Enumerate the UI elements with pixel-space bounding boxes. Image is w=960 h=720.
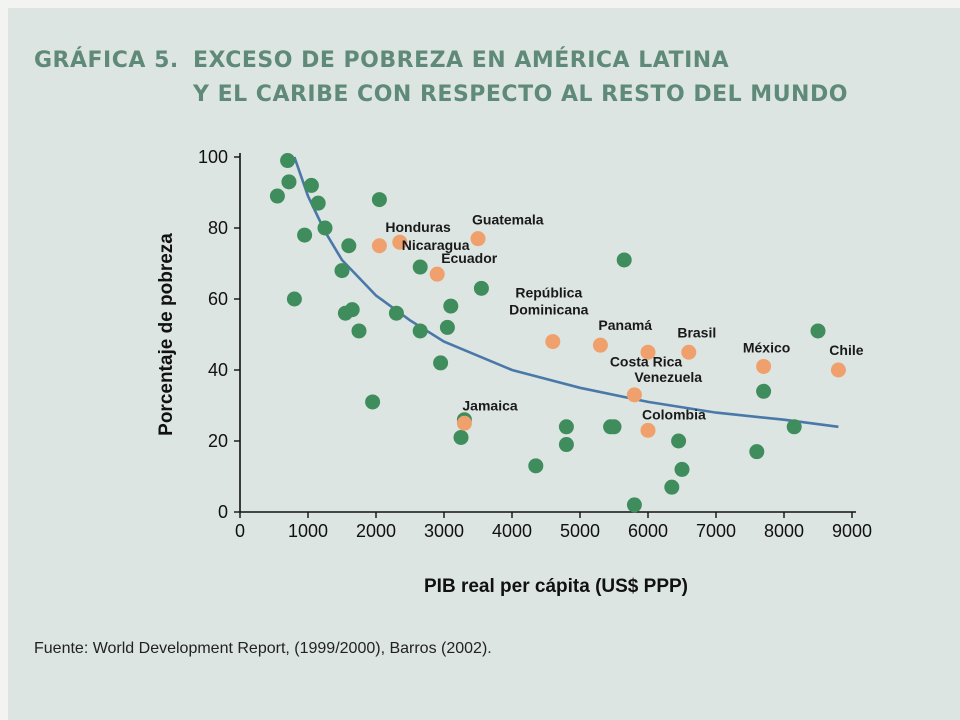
source-note: Fuente: World Development Report, (1999/…: [34, 640, 492, 657]
world-country-point: [412, 323, 428, 339]
x-tick-label: 1000: [288, 521, 328, 541]
y-axis-title: Porcentaje de pobreza: [156, 233, 177, 436]
world-country-point: [297, 227, 313, 243]
world-country-point: [388, 305, 404, 321]
figure-title-line-2: Y EL CARIBE CON RESPECTO AL RESTO DEL MU…: [193, 82, 848, 107]
latam-country-point: [392, 234, 408, 250]
world-country-point: [626, 497, 642, 513]
country-label: Brasil: [677, 324, 716, 340]
world-country-point: [558, 437, 574, 453]
world-country-point: [439, 319, 455, 335]
country-label: Dominicana: [509, 302, 589, 318]
latam-country-point: [756, 358, 772, 374]
x-tick-label: 5000: [560, 521, 600, 541]
world-country-point: [281, 174, 297, 190]
latam-country-point: [592, 337, 608, 353]
world-country-point: [606, 419, 622, 435]
x-tick-label: 2000: [356, 521, 396, 541]
world-country-point: [371, 192, 387, 208]
country-label: Costa Rica: [610, 353, 683, 369]
country-label: Honduras: [385, 219, 451, 235]
world-country-point: [344, 302, 360, 318]
world-country-point: [341, 238, 357, 254]
latam-country-point: [371, 238, 387, 254]
x-tick-label: 3000: [424, 521, 464, 541]
world-country-point: [528, 458, 544, 474]
world-country-point: [365, 394, 381, 410]
world-country-point: [412, 259, 428, 275]
country-label: República: [515, 285, 582, 301]
y-tick-label: 100: [198, 147, 228, 167]
world-country-point: [453, 429, 469, 445]
x-tick-label: 9000: [832, 521, 872, 541]
y-tick-label: 80: [208, 218, 228, 238]
world-country-point: [317, 220, 333, 236]
country-label: Guatemala: [472, 212, 544, 228]
world-country-point: [616, 252, 632, 268]
world-country-point: [269, 188, 285, 204]
world-country-point: [334, 263, 350, 279]
world-country-point: [664, 479, 680, 495]
latam-country-point: [470, 231, 486, 247]
world-country-point: [433, 355, 449, 371]
latam-country-point: [640, 344, 656, 360]
x-tick-label: 4000: [492, 521, 532, 541]
world-country-point: [786, 419, 802, 435]
world-country-point: [671, 433, 687, 449]
y-tick-label: 20: [208, 431, 228, 451]
country-label: Venezuela: [634, 369, 702, 385]
country-label: México: [743, 339, 790, 355]
latam-country-point: [456, 415, 472, 431]
world-country-point: [674, 461, 690, 477]
world-country-point: [749, 444, 765, 460]
y-tick-label: 40: [208, 360, 228, 380]
world-country-point: [286, 291, 302, 307]
world-country-point: [351, 323, 367, 339]
country-label: Nicaragua: [402, 237, 470, 253]
country-label: Ecuador: [441, 250, 498, 266]
latam-country-point: [429, 266, 445, 282]
world-country-point: [473, 280, 489, 296]
x-tick-label: 6000: [628, 521, 668, 541]
y-tick-label: 0: [218, 502, 228, 522]
world-country-point: [280, 153, 296, 169]
x-axis-title: PIB real per cápita (US$ PPP): [424, 576, 688, 597]
world-country-point: [310, 195, 326, 211]
latam-country-point: [545, 334, 561, 350]
latam-country-point: [640, 422, 656, 438]
world-country-point: [558, 419, 574, 435]
world-country-point: [443, 298, 459, 314]
figure-title-line-1: EXCESO DE POBREZA EN AMÉRICA LATINA: [193, 48, 730, 73]
latam-country-point: [626, 387, 642, 403]
x-tick-label: 8000: [764, 521, 804, 541]
country-label: Colombia: [642, 406, 706, 422]
country-label: Jamaica: [462, 397, 517, 413]
x-tick-label: 0: [235, 521, 245, 541]
country-label: Chile: [829, 342, 863, 358]
latam-country-point: [830, 362, 846, 378]
latam-country-point: [681, 344, 697, 360]
world-country-point: [756, 383, 772, 399]
world-country-point: [810, 323, 826, 339]
y-tick-label: 60: [208, 289, 228, 309]
figure-label: GRÁFICA 5.: [34, 48, 179, 73]
x-tick-label: 7000: [696, 521, 736, 541]
country-label: Panamá: [598, 317, 652, 333]
world-country-point: [303, 177, 319, 193]
